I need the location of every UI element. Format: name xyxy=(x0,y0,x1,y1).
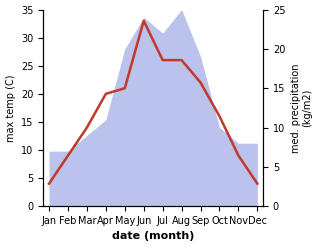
Y-axis label: med. precipitation
(kg/m2): med. precipitation (kg/m2) xyxy=(291,63,313,153)
X-axis label: date (month): date (month) xyxy=(112,231,194,242)
Y-axis label: max temp (C): max temp (C) xyxy=(5,74,16,142)
